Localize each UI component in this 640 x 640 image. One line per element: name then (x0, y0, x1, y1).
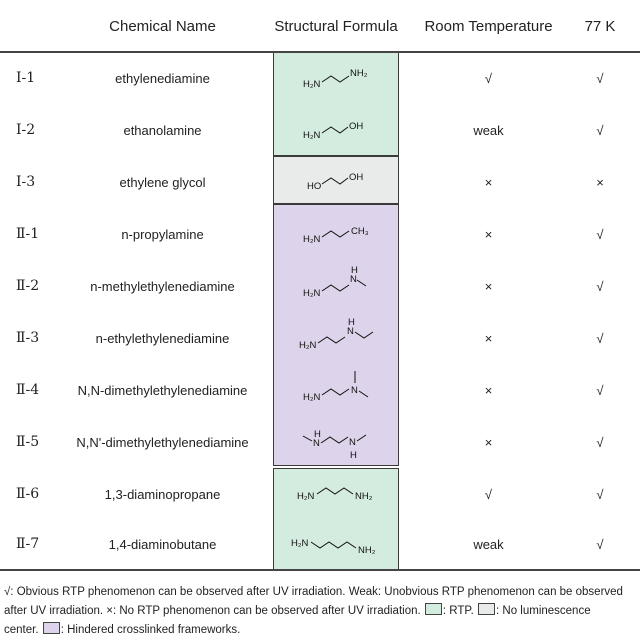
structure-n-propylamine: H₂N CH₃ (273, 208, 399, 260)
formula-label-oh: OH (349, 172, 363, 183)
formula-label-nh2: NH₂ (358, 545, 376, 556)
row-id: Ⅱ-7 (16, 536, 40, 552)
structure-nn-dimethylethylenediamine: H₂N N (273, 364, 399, 416)
row-id: Ⅱ-6 (16, 486, 40, 502)
group-rtp-2 (273, 468, 399, 570)
formula-label-h2n: H₂N (303, 234, 321, 245)
structure-ethylene-glycol: HO OH (273, 154, 399, 206)
row-rt: × (484, 278, 493, 294)
formula-label-n: N (347, 326, 354, 337)
row-name: ethanolamine (123, 122, 202, 138)
structure-ethanolamine: H₂N OH (273, 104, 399, 156)
row-rt: weak (473, 536, 504, 552)
row-name: 1,4-diaminobutane (108, 536, 217, 552)
row-name: N,N-dimethylethylenediamine (77, 382, 248, 398)
row-rt: weak (473, 122, 504, 138)
footnote-line-1: √: Obvious RTP phenomenon can be observe… (4, 586, 623, 598)
structure-nn-prime-dimethylethylenediamine: N H N H (273, 416, 399, 468)
formula-label-h2n: H₂N (297, 491, 315, 502)
footnote-line-2: after UV irradiation. ×: No RTP phenomen… (4, 602, 640, 621)
formula-label-ch3: CH₃ (351, 226, 369, 237)
formula-label-h2n: H₂N (303, 288, 321, 299)
group-no-luminescence (273, 156, 399, 204)
row-name: n-ethylethylenediamine (95, 330, 230, 346)
formula-label-h: H (350, 450, 357, 461)
row-77k: √ (596, 278, 604, 294)
row-77k: × (596, 174, 604, 190)
structure-ethylenediamine: H₂N NH₂ (273, 52, 399, 104)
formula-label-h2n: H₂N (291, 538, 309, 549)
bottom-rule (0, 569, 640, 571)
row-77k: √ (596, 434, 604, 450)
row-name: N,N'-dimethylethylenediamine (76, 434, 249, 450)
footnote-line-3-text: center. (4, 624, 39, 636)
formula-label-n: N (349, 437, 356, 448)
formula-label-h2n: H₂N (299, 340, 317, 351)
formula-label-h: H (348, 317, 355, 328)
row-rt: × (484, 434, 493, 450)
formula-label-h2n: H₂N (303, 79, 321, 90)
formula-label-h: H (314, 429, 321, 440)
row-77k: √ (596, 122, 604, 138)
header-structural-formula: Structural Formula (274, 17, 398, 35)
row-name: 1,3-diaminopropane (104, 486, 221, 502)
formula-label-h2n: H₂N (303, 130, 321, 141)
group-rtp-1 (273, 52, 399, 156)
row-rt: × (484, 330, 493, 346)
table-footnote: √: Obvious RTP phenomenon can be observe… (4, 583, 640, 640)
header-chemical-name: Chemical Name (109, 17, 216, 35)
row-77k: √ (596, 382, 604, 398)
row-name: ethylenediamine (115, 70, 210, 86)
group-hindered (273, 204, 399, 466)
structure-n-ethylethylenediamine: H₂N N H (273, 312, 399, 364)
row-77k: √ (596, 330, 604, 346)
formula-label-h: H (351, 265, 358, 276)
row-rt: √ (484, 70, 493, 86)
footnote-rtp-label: : RTP. (442, 605, 474, 617)
formula-label-h2n: H₂N (303, 392, 321, 403)
formula-label-nh2: NH₂ (350, 68, 368, 79)
footnote-line-2-text: after UV irradiation. ×: No RTP phenomen… (4, 605, 421, 617)
structure-1-3-diaminopropane: H₂N NH₂ (273, 468, 399, 520)
footnote-line-3: center. : Hindered crosslinked framework… (4, 621, 640, 640)
formula-label-nh2: NH₂ (355, 491, 373, 502)
header-77k: 77 K (584, 17, 616, 35)
swatch-rtp (424, 603, 442, 615)
row-77k: √ (596, 70, 604, 86)
footnote-no-lum-label: : No luminescence (496, 605, 591, 617)
row-rt: × (484, 226, 493, 242)
row-name: n-propylamine (121, 226, 204, 242)
row-id: Ⅱ-3 (16, 330, 40, 346)
structure-n-methylethylenediamine: H₂N N H (273, 260, 399, 312)
row-rt: × (484, 382, 493, 398)
row-id: Ⅱ-4 (16, 382, 40, 398)
row-id: Ⅱ-2 (16, 278, 40, 294)
formula-label-ho: HO (307, 181, 321, 192)
formula-label-n: N (350, 274, 357, 285)
row-id: Ⅱ-5 (16, 434, 40, 450)
row-77k: √ (596, 486, 604, 502)
header-room-temperature: Room Temperature (424, 17, 553, 35)
row-rt: √ (484, 486, 493, 502)
structure-1-4-diaminobutane: H₂N NH₂ (273, 518, 399, 570)
row-name: ethylene glycol (119, 174, 206, 190)
swatch-hindered (42, 622, 60, 634)
top-rule (0, 51, 640, 53)
row-name: n-methylethylenediamine (90, 278, 235, 294)
row-77k: √ (596, 226, 604, 242)
formula-label-n: N (313, 438, 320, 449)
formula-label-oh: OH (349, 121, 363, 132)
row-id: Ⅱ-1 (16, 226, 40, 242)
row-id: Ⅰ-1 (16, 70, 36, 86)
row-id: Ⅰ-2 (16, 122, 36, 138)
row-id: Ⅰ-3 (16, 174, 36, 190)
row-77k: √ (596, 536, 604, 552)
swatch-no-luminescence (478, 603, 495, 615)
row-rt: × (484, 174, 493, 190)
footnote-hindered-label: : Hindered crosslinked frameworks. (60, 624, 241, 636)
formula-label-n: N (351, 385, 358, 396)
